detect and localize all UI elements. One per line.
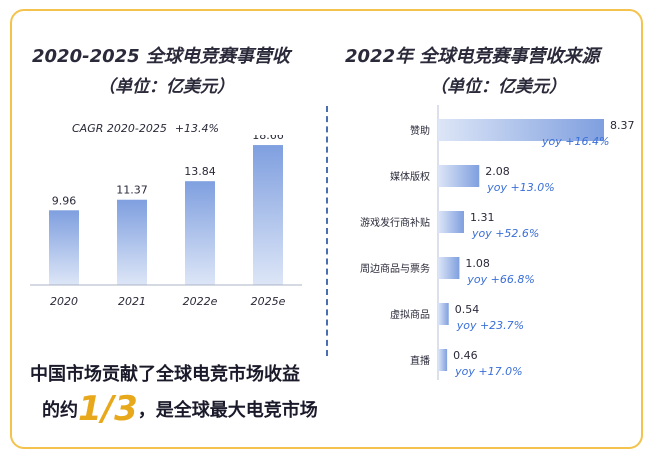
category-label: 直播 [410,354,430,367]
category-label: 媒体版权 [390,170,430,183]
footer-line-2-prefix: 的约 [42,400,78,421]
bar-value-label: 0.54 [455,303,480,316]
bar-直播 [438,349,448,371]
right-chart-unit: （单位：亿美元） [430,77,566,97]
bar-赞助 [438,119,604,141]
footer-highlight-fraction: 1/3 [78,389,138,429]
bar-虚拟商品 [438,303,449,325]
bar-value-label: 8.37 [610,119,635,132]
bar-value-label: 11.37 [116,184,148,197]
section-divider [326,106,328,356]
footer-line-2-suffix: ，是全球最大电竞市场 [137,400,318,421]
yoy-growth-label: yoy +66.8% [466,273,534,286]
category-label: 虚拟商品 [390,308,430,321]
bar-value-label: 2.08 [485,165,510,178]
bar-value-label: 1.31 [470,211,495,224]
x-tick-label: 2020 [50,295,78,308]
bar-value-label: 13.84 [184,165,216,178]
left-chart-title: 2020-2025 全球电竞赛事营收 [32,46,290,67]
cagr-label: CAGR 2020-2025 [72,122,167,135]
bar-2021 [117,199,147,285]
category-label: 游戏发行商补贴 [360,216,430,229]
category-label: 赞助 [410,124,430,137]
bar-value-label: 9.96 [52,194,77,207]
bar-2022e [185,181,215,285]
category-label: 周边商品与票务 [360,262,430,275]
yoy-growth-label: yoy +16.4% [541,135,609,148]
cagr-annotation: CAGR 2020-2025 +13.4% [72,122,219,135]
x-tick-label: 2022e [183,295,218,308]
bar-媒体版权 [438,165,480,187]
yoy-growth-label: yoy +23.7% [456,319,524,332]
bar-2020 [49,210,79,285]
cagr-value: +13.4% [174,122,219,135]
bar-周边商品与票务 [438,257,460,279]
x-tick-label: 2025e [251,295,286,308]
footer-statement: 中国市场贡献了全球电竞市场收益 的约1/3，是全球最大电竞市场 [30,358,450,428]
yoy-growth-label: yoy +17.0% [454,365,522,378]
bar-value-label: 1.08 [465,257,490,270]
footer-line-1: 中国市场贡献了全球电竞市场收益 [30,364,300,385]
left-chart-unit: （单位：亿美元） [98,77,234,97]
revenue-bar-chart: 9.96 2020 11.37 2021 13.84 2022e 18.66 2025e [30,135,302,308]
yoy-growth-label: yoy +13.0% [486,181,554,194]
footer-line-2: 的约1/3，是全球最大电竞市场 [30,392,450,428]
bar-value-label: 18.66 [252,135,284,142]
bar-value-label: 0.46 [453,349,478,362]
yoy-growth-label: yoy +52.6% [471,227,539,240]
x-tick-label: 2021 [118,295,146,308]
bar-游戏发行商补贴 [438,211,464,233]
bar-2025e [253,145,283,285]
right-chart-title: 2022年 全球电竞赛事营收来源 [345,46,600,67]
frame-border [10,9,643,449]
